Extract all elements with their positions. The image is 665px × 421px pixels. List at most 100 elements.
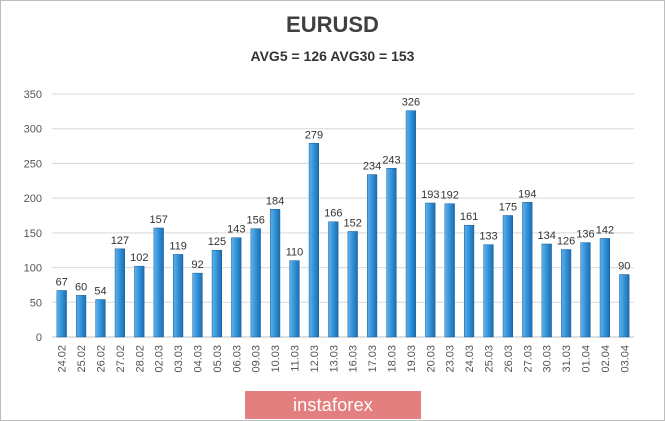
bar	[328, 221, 339, 338]
x-tick-label: 02.03	[154, 345, 166, 373]
data-label: 110	[286, 247, 304, 259]
bar	[599, 238, 610, 338]
data-label: 243	[382, 154, 400, 166]
bar	[250, 228, 261, 338]
x-tick-label: 10.03	[270, 345, 282, 373]
x-tick-label: 16.03	[348, 345, 360, 373]
data-label: 166	[324, 208, 342, 220]
y-tick-label: 150	[24, 228, 42, 240]
bar	[114, 248, 126, 338]
data-label: 152	[344, 217, 362, 229]
x-tick-label: 23.03	[445, 345, 457, 373]
x-tick-label: 25.02	[76, 345, 88, 373]
data-label: 125	[208, 236, 226, 248]
x-tick-label: 26.03	[503, 345, 515, 373]
data-label: 102	[130, 252, 148, 264]
x-tick-label: 12.03	[309, 345, 321, 373]
x-tick-label: 24.03	[464, 345, 476, 373]
data-label: 119	[169, 240, 187, 252]
bar	[561, 249, 572, 338]
data-label: 193	[421, 189, 439, 201]
bar	[134, 265, 145, 338]
y-tick-label: 200	[24, 193, 42, 205]
x-tick-label: 18.03	[387, 345, 399, 373]
data-label: 184	[266, 195, 284, 207]
bar	[308, 143, 319, 338]
chart-subtitle: AVG5 = 126 AVG30 = 153	[250, 48, 415, 64]
bar	[173, 254, 184, 338]
instaforex-watermark: instaforex	[245, 391, 421, 419]
x-tick-label: 03.03	[173, 345, 185, 373]
x-tick-label: 31.03	[561, 345, 573, 373]
x-tick-label: 27.03	[522, 345, 534, 373]
x-tick-label: 25.03	[484, 345, 496, 373]
x-tick-label: 20.03	[425, 345, 437, 373]
data-label: 134	[538, 230, 556, 242]
data-label: 142	[596, 224, 614, 236]
data-label: 143	[227, 224, 245, 236]
y-tick-label: 350	[24, 89, 42, 101]
x-tick-label: 17.03	[367, 345, 379, 373]
y-tick-label: 300	[24, 124, 42, 136]
data-label: 126	[557, 236, 575, 248]
data-label: 175	[499, 202, 517, 214]
data-label: 127	[111, 235, 129, 247]
data-label: 90	[618, 261, 630, 273]
bar	[367, 174, 378, 338]
data-label: 192	[441, 190, 459, 202]
bar	[386, 168, 397, 338]
bar	[580, 242, 591, 338]
bar	[405, 110, 416, 338]
x-tick-label: 05.03	[212, 345, 224, 373]
x-tick-label: 27.02	[115, 345, 127, 373]
x-tick-label: 19.03	[406, 345, 418, 373]
data-label: 279	[305, 129, 323, 141]
data-label: 136	[576, 229, 594, 241]
bar	[464, 224, 475, 338]
x-tick-label: 01.04	[581, 345, 593, 373]
y-tick-label: 100	[24, 263, 42, 275]
x-tick-label: 30.03	[542, 345, 554, 373]
data-label: 54	[94, 286, 106, 298]
x-tick-label: 26.02	[96, 345, 108, 373]
bar	[95, 299, 106, 338]
bar	[541, 243, 552, 338]
chart-title: EURUSD	[286, 12, 379, 37]
x-tick-label: 11.03	[290, 345, 302, 372]
bar	[444, 203, 455, 338]
x-tick-label: 13.03	[328, 345, 340, 373]
bar	[502, 215, 513, 338]
bar	[270, 209, 281, 338]
data-label: 133	[479, 231, 497, 243]
bar	[347, 231, 358, 338]
bar	[425, 202, 436, 338]
x-tick-label: 24.02	[57, 345, 69, 373]
y-tick-label: 0	[36, 332, 42, 344]
x-tick-label: 04.03	[193, 345, 205, 373]
bar	[483, 244, 494, 338]
x-tick-label: 28.02	[134, 345, 146, 373]
data-label: 60	[75, 281, 87, 293]
data-label: 156	[247, 215, 265, 227]
bar	[211, 249, 223, 338]
data-label: 234	[363, 161, 381, 173]
bar	[192, 272, 203, 338]
x-tick-label: 02.04	[600, 345, 612, 373]
y-tick-label: 50	[30, 297, 42, 309]
data-label: 326	[402, 97, 420, 109]
x-tick-label: 03.04	[619, 345, 631, 373]
x-tick-label: 06.03	[231, 345, 243, 373]
y-tick-label: 250	[24, 158, 42, 170]
bar	[56, 290, 67, 338]
bar	[619, 274, 630, 338]
bar	[522, 202, 533, 338]
bar	[153, 227, 164, 338]
bar	[231, 237, 242, 338]
bar	[289, 260, 300, 338]
data-label: 157	[150, 214, 168, 226]
data-label: 67	[56, 276, 68, 288]
bar	[76, 295, 87, 338]
data-label: 161	[460, 211, 478, 223]
data-label: 194	[518, 188, 536, 200]
